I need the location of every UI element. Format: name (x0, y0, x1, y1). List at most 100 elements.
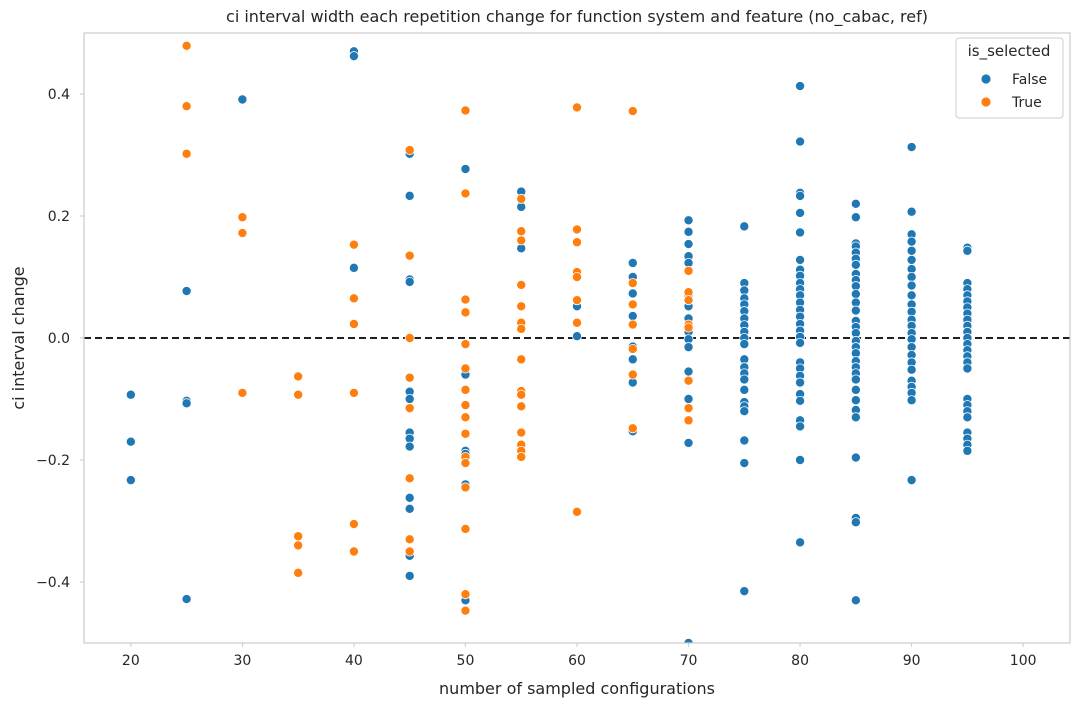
data-point-false (906, 245, 917, 256)
data-point-true (293, 540, 304, 551)
data-point-true (404, 372, 415, 383)
data-point-true (460, 400, 471, 411)
data-point-false (850, 198, 861, 209)
data-point-true (460, 339, 471, 350)
data-point-false (348, 51, 359, 62)
data-point-true (627, 343, 638, 354)
data-point-true (516, 401, 527, 412)
x-tick-label: 60 (568, 653, 586, 669)
data-point-false (906, 206, 917, 217)
data-point-true (237, 212, 248, 223)
data-point-true (683, 322, 694, 333)
data-point-false (627, 311, 638, 322)
data-point-false (181, 286, 192, 297)
data-point-true (572, 271, 583, 282)
data-point-false (739, 374, 750, 385)
data-point-false (404, 492, 415, 503)
data-point-true (460, 294, 471, 305)
data-point-false (683, 342, 694, 353)
data-point-true (460, 428, 471, 439)
data-point-false (850, 374, 861, 385)
data-point-false (739, 435, 750, 446)
data-point-true (572, 237, 583, 248)
data-point-true (293, 371, 304, 382)
x-tick-label: 30 (233, 653, 251, 669)
data-point-true (460, 188, 471, 199)
data-point-false (795, 395, 806, 406)
data-point-false (404, 441, 415, 452)
data-point-false (739, 221, 750, 232)
data-point-true (460, 589, 471, 600)
data-point-false (795, 537, 806, 548)
data-point-true (683, 403, 694, 414)
legend-marker-true (980, 96, 992, 108)
y-tick-label: −0.4 (36, 575, 70, 591)
data-point-true (683, 375, 694, 386)
y-tick-label: 0.4 (48, 87, 70, 103)
data-point-true (181, 101, 192, 112)
legend: is_selected False True (955, 37, 1064, 119)
data-point-true (237, 387, 248, 398)
data-point-false (850, 395, 861, 406)
data-point-false (404, 503, 415, 514)
data-point-false (627, 354, 638, 365)
data-point-true (181, 40, 192, 51)
y-tick-label: 0.0 (48, 331, 70, 347)
data-point-false (795, 190, 806, 201)
data-point-true (572, 506, 583, 517)
data-point-true (516, 226, 527, 237)
data-point-true (293, 567, 304, 578)
data-point-false (683, 638, 694, 643)
data-point-false (795, 136, 806, 147)
data-point-true (348, 239, 359, 250)
data-point-true (404, 332, 415, 343)
data-point-false (962, 363, 973, 374)
data-point-false (739, 339, 750, 350)
data-point-true (348, 519, 359, 530)
data-point-false (795, 254, 806, 265)
data-point-true (460, 307, 471, 318)
data-point-true (516, 354, 527, 365)
legend-title: is_selected (968, 42, 1051, 61)
data-point-true (572, 295, 583, 306)
data-point-true (683, 295, 694, 306)
data-point-false (237, 94, 248, 105)
legend-marker-false (980, 73, 992, 85)
x-tick-label: 100 (1010, 653, 1037, 669)
data-point-false (962, 245, 973, 256)
data-point-true (460, 605, 471, 616)
data-point-true (293, 531, 304, 542)
data-point-true (516, 427, 527, 438)
x-axis-label: number of sampled configurations (439, 679, 715, 698)
data-point-true (572, 102, 583, 113)
y-tick-label: 0.2 (48, 209, 70, 225)
data-point-false (906, 142, 917, 153)
data-point-true (348, 387, 359, 398)
data-point-true (516, 279, 527, 290)
plot-area: 20 30 40 50 60 70 80 90 100 −0.4 −0.2 0.0 0.2 0.4 (36, 87, 1070, 669)
data-point-false (850, 305, 861, 316)
legend-label-false: False (1012, 72, 1047, 88)
chart-title: ci interval width each repetition change… (226, 7, 928, 27)
data-point-false (795, 421, 806, 432)
data-point-false (460, 164, 471, 175)
data-point-true (404, 534, 415, 545)
data-point-true (460, 363, 471, 374)
data-point-true (404, 546, 415, 557)
data-point-false (181, 398, 192, 409)
data-point-true (460, 412, 471, 423)
data-point-false (906, 280, 917, 291)
data-point-true (572, 317, 583, 328)
data-point-false (739, 458, 750, 469)
data-point-true (348, 318, 359, 329)
data-point-false (739, 384, 750, 395)
data-point-false (906, 271, 917, 282)
x-tick-label: 70 (680, 653, 698, 669)
data-point-false (125, 436, 136, 447)
x-tick-label: 40 (345, 653, 363, 669)
data-point-true (460, 523, 471, 534)
data-point-true (348, 546, 359, 557)
data-point-true (460, 384, 471, 395)
data-point-true (404, 250, 415, 261)
